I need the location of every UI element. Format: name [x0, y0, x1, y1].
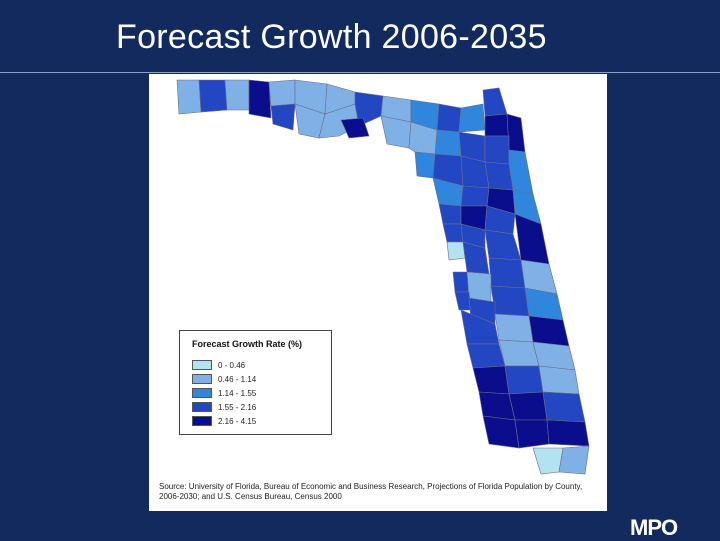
legend-item: 0 - 0.46 [192, 359, 245, 371]
county [248, 79, 272, 119]
county [514, 419, 550, 449]
legend-swatch [192, 416, 212, 426]
county [498, 339, 540, 367]
county [506, 113, 526, 153]
legend-label: 1.55 - 2.16 [218, 402, 257, 412]
county [542, 391, 586, 423]
legend-item: 1.55 - 2.16 [192, 401, 256, 413]
legend-label: 1.14 - 1.55 [218, 388, 257, 398]
legend-item: 0.46 - 1.14 [192, 373, 256, 385]
county [380, 115, 412, 149]
county [558, 445, 590, 475]
title-divider [0, 72, 720, 73]
county [414, 151, 436, 179]
county [528, 315, 570, 347]
county [466, 271, 492, 303]
legend-swatch [192, 360, 212, 370]
county [452, 271, 470, 293]
county [484, 161, 514, 191]
county [436, 103, 462, 133]
county [466, 343, 506, 369]
map-panel: Forecast Growth Rate (%) 0 - 0.46 0.46 -… [149, 74, 607, 511]
county [224, 79, 250, 111]
county [532, 447, 564, 475]
legend-label: 2.16 - 4.15 [218, 416, 257, 426]
county [490, 285, 530, 317]
county [270, 103, 296, 131]
county [546, 419, 590, 447]
florida-county-map [176, 79, 590, 475]
county [442, 223, 464, 243]
county [484, 135, 510, 165]
county [484, 229, 522, 261]
legend-item: 2.16 - 4.15 [192, 415, 256, 427]
county [494, 313, 534, 343]
county [482, 415, 520, 449]
county [434, 129, 462, 157]
county [484, 113, 510, 137]
county [538, 365, 580, 395]
county [458, 103, 486, 133]
county [472, 365, 510, 395]
county [454, 291, 472, 311]
map-legend: Forecast Growth Rate (%) 0 - 0.46 0.46 -… [179, 330, 332, 435]
legend-swatch [192, 388, 212, 398]
source-citation: Source: University of Florida, Bureau of… [159, 482, 583, 501]
county [354, 91, 384, 127]
legend-swatch [192, 402, 212, 412]
mpo-logo: MPO [630, 515, 678, 540]
legend-label: 0 - 0.46 [218, 360, 246, 370]
slide-title: Forecast Growth 2006-2035 [116, 18, 547, 56]
county [176, 79, 202, 115]
county [508, 391, 548, 421]
county [438, 203, 462, 225]
legend-item: 1.14 - 1.55 [192, 387, 256, 399]
county [504, 365, 544, 395]
county [446, 241, 466, 261]
county [268, 79, 296, 107]
county [482, 87, 508, 117]
county [488, 257, 526, 289]
county [198, 79, 228, 113]
county [460, 185, 490, 207]
legend-label: 0.46 - 1.14 [218, 374, 257, 384]
legend-title: Forecast Growth Rate (%) [192, 339, 303, 349]
county [524, 287, 564, 321]
county [340, 117, 370, 139]
legend-swatch [192, 374, 212, 384]
